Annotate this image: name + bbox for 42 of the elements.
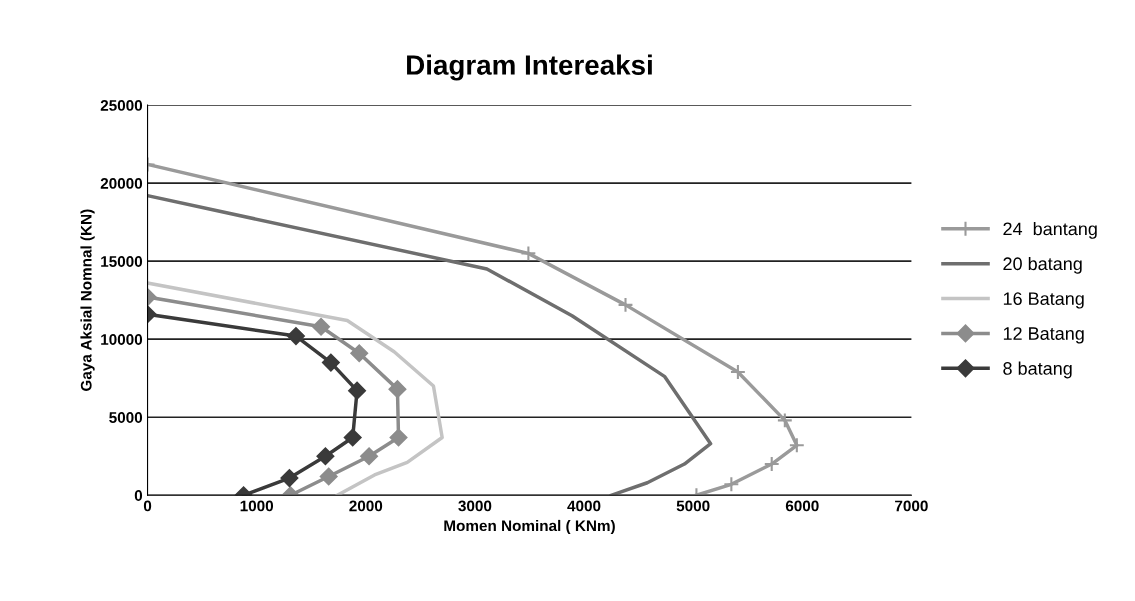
point [360, 447, 378, 466]
point [763, 456, 780, 472]
x-tick-label: 5000 [676, 500, 710, 512]
x-axis-title: Momen Nominal ( KNm) [444, 519, 615, 535]
y-tick-label: 15000 [101, 256, 143, 267]
x-tick-label: 2000 [349, 500, 383, 512]
legend-label: 20 batang [1003, 256, 1082, 274]
y-tick-label: 20000 [100, 178, 143, 189]
y-tick-label: 5000 [109, 412, 143, 423]
x-tick-label: 4000 [567, 500, 601, 512]
point [788, 437, 805, 454]
point [350, 344, 369, 363]
point [343, 428, 362, 447]
legend-label: 16 Batang [1003, 292, 1084, 309]
point [388, 380, 407, 399]
chart-title: Diagram Intereaksi [407, 54, 652, 81]
point [729, 363, 746, 380]
point [312, 317, 330, 336]
point [287, 327, 305, 345]
legend-label: 24 bantang [1003, 222, 1097, 239]
point [776, 412, 793, 429]
y-tick-label: 0 [134, 490, 143, 501]
line-series [147, 193, 713, 496]
legend-label: 8 batang [1003, 361, 1072, 379]
legend-label: 12 Batang [1003, 327, 1084, 344]
point [280, 469, 299, 487]
x-tick-label: 7000 [895, 500, 928, 512]
y-axis-title: Gaya Aksial Nomnal (KN) [80, 209, 95, 391]
point [617, 296, 634, 313]
x-tick-label: 6000 [785, 500, 819, 512]
point [723, 476, 740, 493]
x-tick-label: 0 [143, 500, 152, 512]
x-tick-label: 1000 [240, 500, 274, 512]
point [316, 447, 335, 466]
point [319, 467, 338, 486]
point [321, 353, 340, 372]
point [389, 428, 408, 447]
y-tick-label: 25000 [100, 100, 143, 111]
point [520, 245, 537, 262]
y-tick-label: 10000 [101, 334, 143, 345]
x-tick-label: 3000 [458, 500, 492, 512]
point [348, 381, 366, 400]
